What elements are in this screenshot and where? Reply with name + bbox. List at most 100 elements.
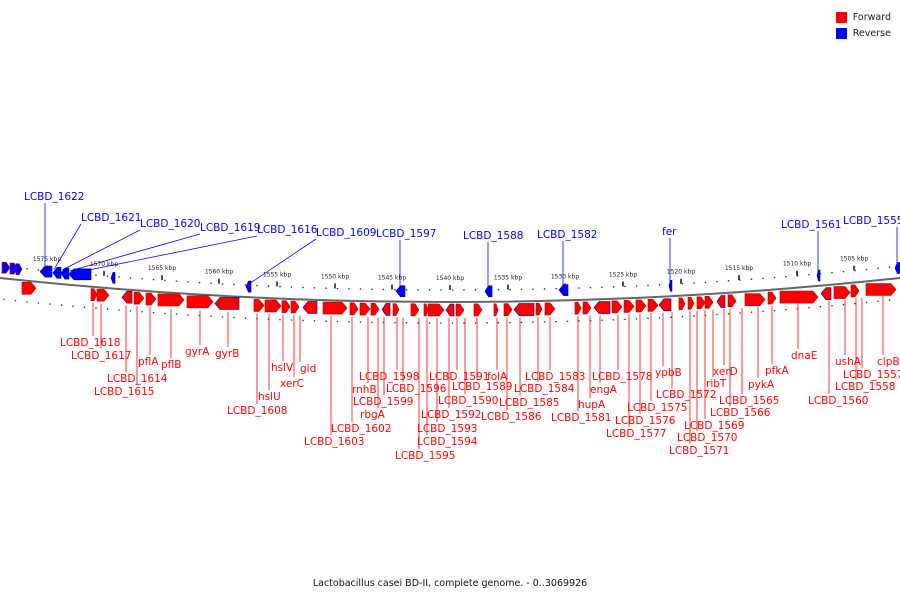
scale-dot <box>888 266 891 268</box>
reverse-feature <box>558 284 569 296</box>
scale-dot <box>336 320 339 323</box>
label-pflb: pflB <box>161 359 181 371</box>
scale-dot <box>578 287 580 289</box>
scale-dot <box>589 286 592 289</box>
label-enga: engA <box>590 384 618 396</box>
label-lcbd-1585: LCBD_1585 <box>499 397 559 409</box>
forward-feature <box>647 299 659 312</box>
scale-dot <box>83 306 86 308</box>
scale-dot <box>474 289 477 291</box>
forward-feature <box>574 301 582 315</box>
forward-feature <box>133 291 145 305</box>
label-lcbd-1578: LCBD_1578 <box>592 371 652 383</box>
tick-label: 1530 kbp <box>551 273 579 280</box>
scale-dot <box>371 288 373 291</box>
scale-dot <box>141 310 143 313</box>
scale-ticks: 1575 kbp 1570 kbp 1565 kbp 1560 kbp 1555 kbp… <box>33 256 868 290</box>
scale-dot <box>566 320 569 323</box>
label-lcbd-1621: LCBD_1621 <box>81 212 141 224</box>
reverse-feature <box>110 272 116 284</box>
forward-feature <box>157 293 185 307</box>
scale-dot <box>601 319 603 322</box>
scale-dot <box>279 285 281 288</box>
leader-line <box>249 238 317 284</box>
label-gyrb: gyrB <box>215 348 239 360</box>
scale-dot <box>405 288 408 291</box>
scale-dots <box>3 265 891 324</box>
scale-dot <box>118 309 120 311</box>
scale-dot <box>497 288 500 291</box>
scale-dot <box>555 320 557 323</box>
scale-dot <box>520 321 523 324</box>
tick-label: 1545 kbp <box>378 275 406 282</box>
label-lcbd-1555: LCBD_1555 <box>843 215 900 227</box>
scale-dot <box>371 321 373 324</box>
scale-dot <box>693 315 695 317</box>
scale-dot <box>888 299 891 301</box>
forward-feature <box>253 299 265 312</box>
scale-dot <box>72 305 74 307</box>
label-lcbd-1617: LCBD_1617 <box>71 350 131 362</box>
scale-dot <box>601 286 603 289</box>
tick-label: 1560 kbp <box>205 269 233 276</box>
scale-dot <box>716 280 718 283</box>
forward-feature <box>544 302 556 316</box>
legend-reverse: Reverse <box>835 25 891 41</box>
scale-dot <box>405 321 408 324</box>
forward-feature <box>535 302 543 316</box>
scale-dot <box>681 282 684 285</box>
tick-label: 1575 kbp <box>33 256 61 263</box>
genome-backbone <box>0 277 900 303</box>
tick-label: 1565 kbp <box>148 265 176 272</box>
scale-dot <box>762 310 764 313</box>
scale-dot <box>877 267 879 270</box>
scale-dot <box>302 319 304 322</box>
label-lcbd-1593: LCBD_1593 <box>417 423 477 435</box>
label-hslu: hslU <box>258 391 281 403</box>
reverse-feature <box>816 269 821 282</box>
scale-dot <box>152 311 155 314</box>
scale-dot <box>463 322 465 324</box>
forward-feature <box>121 290 133 304</box>
leader-line <box>79 235 258 273</box>
label-gyra: gyrA <box>185 346 210 358</box>
label-lcbd-1557: LCBD_1557 <box>843 369 900 381</box>
scale-dot <box>877 300 879 303</box>
scale-dot <box>785 308 787 311</box>
scale-dot <box>808 306 810 309</box>
label-lcbd-1565: LCBD_1565 <box>719 395 779 407</box>
forward-feature <box>322 301 348 315</box>
scale-dot <box>865 301 868 304</box>
scale-dot <box>785 275 787 278</box>
forward-labels: LCBD_1618LCBD_1617LCBD_1614LCBD_1615pflA… <box>60 295 900 462</box>
scale-dot <box>854 302 856 305</box>
tick-mark <box>103 270 105 276</box>
forward-feature <box>445 303 455 317</box>
label-rnhb: rnhB <box>352 384 377 396</box>
scale-dot <box>658 316 661 319</box>
scale-dot <box>681 315 684 318</box>
scale-dot <box>428 322 431 324</box>
scale-dot <box>290 286 293 288</box>
scale-dot <box>831 304 833 307</box>
scale-dot <box>325 287 327 289</box>
legend-forward: Forward <box>835 9 891 25</box>
leader-line <box>61 229 141 271</box>
scale-dot <box>670 316 672 319</box>
forward-feature <box>423 303 429 317</box>
label-hslv: hslV <box>271 362 294 374</box>
scale-dot <box>382 288 385 291</box>
scale-dot <box>819 305 822 308</box>
scale-dot <box>739 312 741 314</box>
scale-dot <box>348 320 350 323</box>
scale-dot <box>647 317 649 320</box>
scale-dot <box>37 269 40 271</box>
label-lcbd-1561: LCBD_1561 <box>781 219 841 231</box>
forward-feature <box>658 298 672 312</box>
label-lcbd-1575: LCBD_1575 <box>627 402 687 414</box>
scale-dot <box>210 315 212 318</box>
scale-dot <box>693 282 695 284</box>
scale-dot <box>175 313 178 315</box>
